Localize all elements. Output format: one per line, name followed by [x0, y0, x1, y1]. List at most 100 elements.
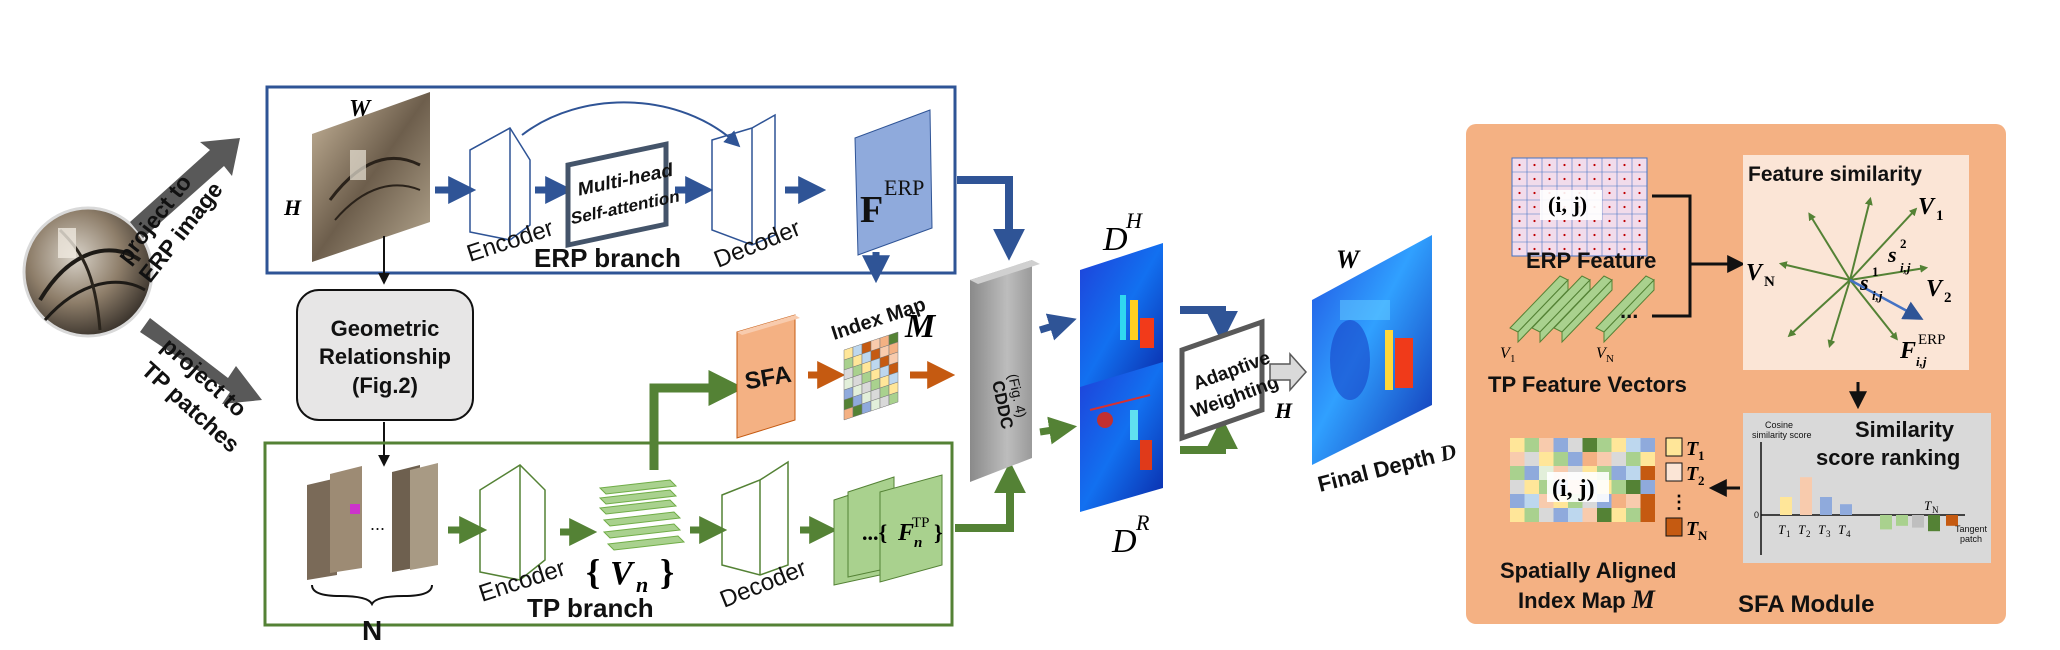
svg-text:V: V [1926, 276, 1944, 302]
svg-text:T: T [1686, 518, 1699, 540]
final-h-label: H [1274, 398, 1293, 423]
svg-text:2: 2 [1900, 236, 1907, 251]
svg-text:T: T [1818, 522, 1826, 537]
erp-grid-dot [1533, 191, 1536, 195]
erp-grid-dot [1548, 177, 1551, 181]
cddc-block: CDDC (Fig. 4) [970, 260, 1040, 482]
erp-grid-dot [1518, 247, 1521, 251]
erp-grid-dot [1533, 205, 1536, 209]
erp-grid-dot [1548, 233, 1551, 237]
aligned-map-cell [1553, 438, 1568, 452]
aligned-map-cell [1510, 466, 1525, 480]
erp-grid-dot [1578, 219, 1581, 223]
aligned-map-cell [1640, 494, 1655, 508]
svg-text:T: T [1778, 522, 1786, 537]
svg-text:2: 2 [1944, 290, 1952, 306]
s2-label: s 2 i,j [1887, 236, 1911, 275]
erp-grid-dot [1533, 233, 1536, 237]
svg-text:H: H [1125, 208, 1143, 233]
index-map-cell [888, 391, 899, 406]
erp-grid-dot [1533, 177, 1536, 181]
erp-grid-dot [1593, 177, 1596, 181]
erp-grid-dot [1638, 191, 1641, 195]
svg-text:4: 4 [1846, 529, 1851, 539]
aligned-map-cell [1524, 452, 1539, 466]
erp-image [312, 92, 430, 262]
erp-grid-dot [1608, 233, 1611, 237]
tp-feature-vectors-label: TP Feature Vectors [1488, 372, 1687, 397]
aligned-map-cell [1626, 438, 1641, 452]
svg-text:1: 1 [1698, 448, 1705, 463]
erp-grid-dot [1608, 177, 1611, 181]
adaptive-to-final-arrow [1269, 352, 1308, 392]
erp-grid-dot [1518, 191, 1521, 195]
svg-text:3: 3 [1826, 529, 1831, 539]
svg-text:i,j: i,j [1872, 288, 1883, 303]
fs-v2-label: V 2 [1926, 276, 1952, 306]
svg-text:T: T [1686, 438, 1699, 460]
erp-grid-dot [1638, 247, 1641, 251]
tp-decoder-label: Decoder [716, 555, 810, 614]
project-tp-arrow [140, 318, 262, 404]
erp-grid-dot [1593, 233, 1596, 237]
cosine-label-2: similarity score [1752, 430, 1812, 440]
tp-patch-ellipsis: ... [370, 514, 385, 534]
tp-branch-label: TP branch [527, 593, 654, 623]
aligned-map-cell [1626, 452, 1641, 466]
svg-text:T: T [1924, 498, 1932, 513]
aligned-map-cell [1539, 508, 1554, 522]
svg-text:T: T [1798, 522, 1806, 537]
erp-grid-dot [1578, 247, 1581, 251]
erp-grid-dot [1638, 233, 1641, 237]
geometric-label-3: (Fig.2) [352, 373, 418, 398]
aligned-map-cell [1524, 466, 1539, 480]
bracket-connector [1652, 194, 1692, 318]
ranking-chart-panel [1743, 413, 1991, 563]
f-erp-feature-map: F ERP [854, 109, 933, 256]
svg-text:D: D [1102, 221, 1128, 258]
ranking-bar [1946, 515, 1958, 526]
svg-text:}: } [934, 520, 943, 545]
erp-grid-ij-label: (i, j) [1540, 190, 1602, 220]
vn-label: { V n } [586, 552, 674, 597]
erp-grid-dot [1593, 219, 1596, 223]
aligned-map-cell [1611, 452, 1626, 466]
ranking-title-2: score ranking [1816, 445, 1960, 470]
aligned-map-cell [1597, 452, 1612, 466]
erp-grid-dot [1623, 191, 1626, 195]
erp-grid-dot [1608, 205, 1611, 209]
svg-text:i,j: i,j [1916, 354, 1927, 369]
svg-text:F: F [897, 520, 914, 546]
svg-text:i,j: i,j [1900, 260, 1911, 275]
erp-grid-dot [1563, 177, 1566, 181]
ranking-bar [1928, 515, 1940, 532]
final-w-label: W [1336, 245, 1361, 274]
h-dim-label: H [283, 195, 302, 220]
aligned-map-cell [1582, 452, 1597, 466]
erp-grid-dot [1578, 163, 1581, 167]
svg-text:V: V [1746, 260, 1764, 286]
aligned-map-cell [1597, 438, 1612, 452]
aligned-map-cell [1611, 466, 1626, 480]
svg-text:(i, j): (i, j) [1552, 476, 1595, 502]
aligned-map-cell [1582, 508, 1597, 522]
sphere-panorama-image [22, 206, 154, 338]
ranking-title-1: Similarity [1855, 417, 1955, 442]
erp-grid-dot [1578, 233, 1581, 237]
tangent-label-2: patch [1960, 534, 1982, 544]
erp-grid-dot [1623, 247, 1626, 251]
svg-text:F: F [1899, 338, 1916, 364]
geometric-label-1: Geometric [331, 316, 440, 341]
svg-text:s: s [1859, 270, 1869, 295]
svg-text:R: R [1135, 510, 1150, 535]
aligned-map-cell [1611, 494, 1626, 508]
index-map-m-label: M [904, 308, 937, 345]
dr-label: D R [1111, 510, 1150, 560]
dh-to-adaptive-arrow [1180, 306, 1238, 343]
aligned-map-cell [1640, 438, 1655, 452]
tp-encoder-shape [479, 464, 546, 581]
ranking-bar [1820, 497, 1832, 515]
